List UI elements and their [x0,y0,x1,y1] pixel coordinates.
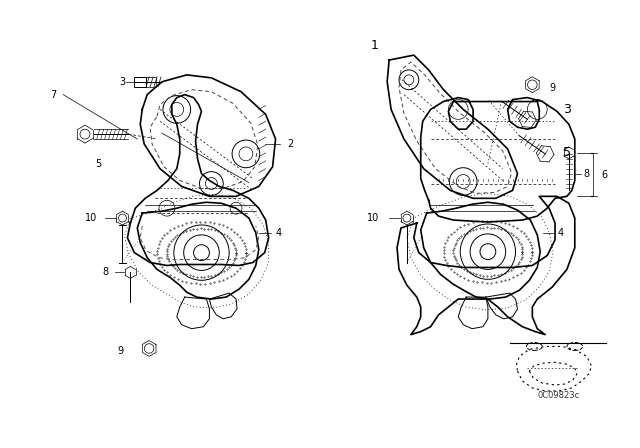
Text: 10: 10 [84,213,97,223]
Text: 9: 9 [118,346,124,357]
Bar [144,77,156,87]
Text: 5: 5 [95,159,102,169]
Text: 4: 4 [558,228,564,238]
Text: 5: 5 [563,146,571,159]
Text: 9: 9 [549,83,555,93]
Text: 3: 3 [120,77,125,87]
Text: 8: 8 [102,267,109,277]
Text: 2: 2 [287,139,294,149]
Text: 6: 6 [602,170,607,180]
Text: 4: 4 [275,228,282,238]
Text: 1: 1 [371,39,378,52]
Text: 7: 7 [50,90,56,99]
Text: 3: 3 [563,103,571,116]
Text: 10: 10 [367,213,380,223]
Text: 8: 8 [584,168,589,179]
Bar [134,77,146,87]
Text: 0C09823c: 0C09823c [538,392,580,401]
